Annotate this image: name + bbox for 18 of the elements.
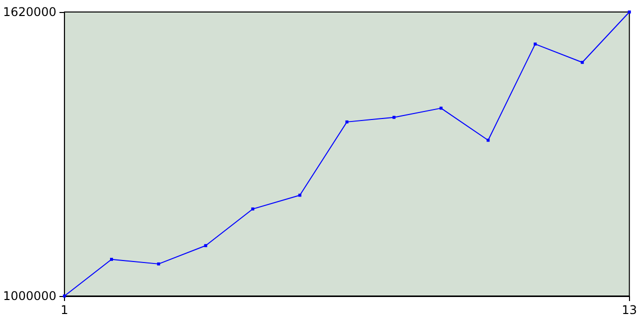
point bbox=[534, 42, 537, 46]
point bbox=[580, 60, 584, 64]
point bbox=[62, 294, 66, 298]
point bbox=[486, 138, 490, 142]
point bbox=[204, 244, 208, 248]
point bbox=[157, 262, 160, 266]
y-tick-label: 1000000 bbox=[2, 289, 56, 303]
point bbox=[251, 207, 254, 210]
line-series bbox=[62, 10, 631, 298]
y-tick-label: 1620000 bbox=[2, 5, 56, 19]
point bbox=[110, 258, 114, 261]
point bbox=[298, 194, 302, 197]
x-tick-label: 13 bbox=[622, 303, 638, 317]
point bbox=[392, 116, 396, 119]
x-tick-label: 1 bbox=[60, 303, 68, 317]
point bbox=[628, 10, 631, 14]
point bbox=[440, 106, 443, 110]
point bbox=[345, 120, 348, 124]
